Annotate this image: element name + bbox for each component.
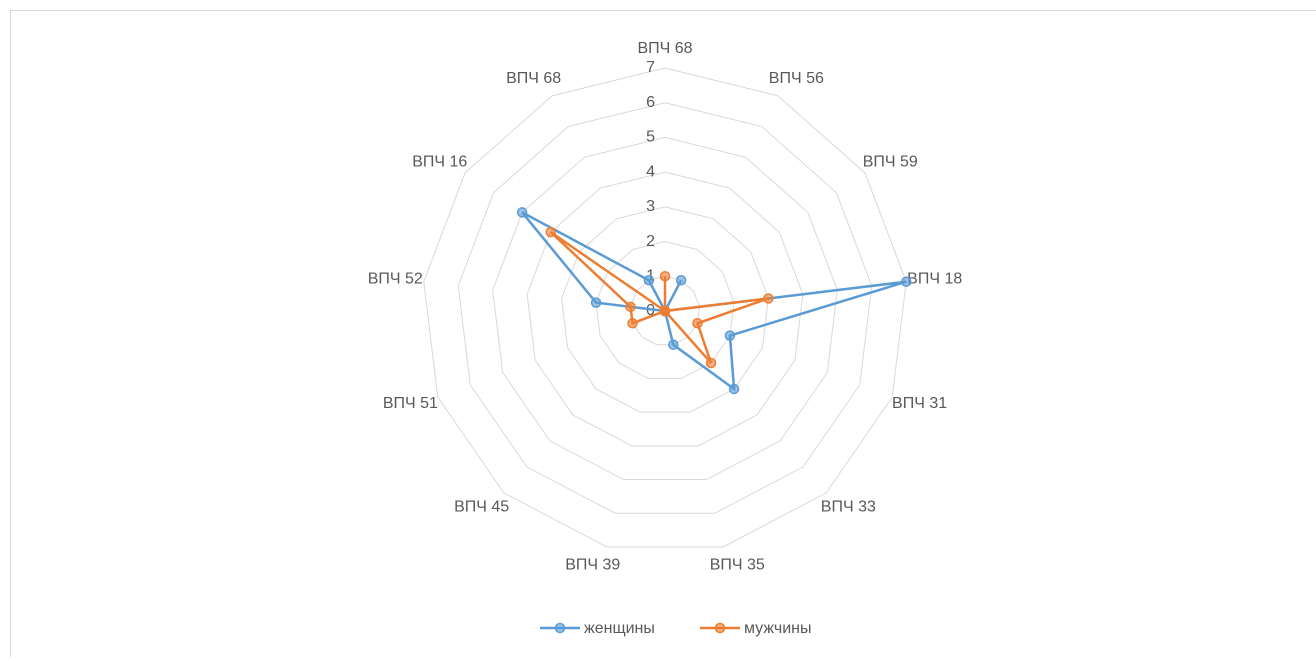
series-marker <box>725 331 734 340</box>
category-label: ВПЧ 45 <box>454 498 509 515</box>
radial-tick-label: 6 <box>646 94 655 111</box>
category-label: ВПЧ 39 <box>565 557 620 574</box>
series-marker <box>644 276 653 285</box>
series-marker <box>730 384 739 393</box>
series-marker <box>707 358 716 367</box>
category-label: ВПЧ 16 <box>412 153 467 170</box>
series-marker <box>661 307 670 316</box>
series-marker <box>902 277 911 286</box>
series-marker <box>626 302 635 311</box>
series-marker <box>518 208 527 217</box>
category-label: ВПЧ 18 <box>907 271 962 288</box>
legend-marker <box>556 624 565 633</box>
legend-marker <box>716 624 725 633</box>
category-label: ВПЧ 56 <box>769 70 824 87</box>
series-marker <box>546 228 555 237</box>
legend-label: мужчины <box>744 620 812 637</box>
category-label: ВПЧ 33 <box>821 498 876 515</box>
legend-label: женщины <box>584 620 655 637</box>
category-label: ВПЧ 68 <box>506 70 561 87</box>
series-marker <box>677 276 686 285</box>
category-label: ВПЧ 52 <box>368 271 423 288</box>
series-marker <box>669 340 678 349</box>
radial-tick-label: 7 <box>646 59 655 76</box>
category-label: ВПЧ 68 <box>637 40 692 57</box>
radial-tick-label: 2 <box>646 233 655 250</box>
category-label: ВПЧ 35 <box>710 557 765 574</box>
chart-frame <box>11 11 1316 658</box>
series-marker <box>693 319 702 328</box>
series-marker <box>661 272 670 281</box>
category-label: ВПЧ 31 <box>892 395 947 412</box>
radial-tick-label: 3 <box>646 198 655 215</box>
radial-tick-label: 4 <box>646 163 655 180</box>
category-label: ВПЧ 59 <box>863 153 918 170</box>
series-marker <box>592 298 601 307</box>
series-marker <box>628 319 637 328</box>
radial-tick-label: 5 <box>646 129 655 146</box>
series-marker <box>764 294 773 303</box>
category-label: ВПЧ 51 <box>383 395 438 412</box>
